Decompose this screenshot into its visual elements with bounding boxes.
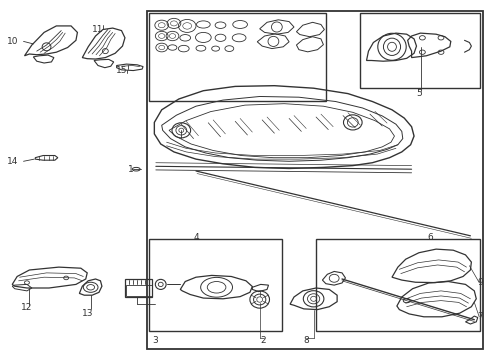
Bar xyxy=(147,11,483,349)
Text: 3: 3 xyxy=(152,336,158,345)
Text: 14: 14 xyxy=(6,157,18,166)
Bar xyxy=(149,13,326,101)
Text: 1: 1 xyxy=(128,165,134,174)
Text: 2: 2 xyxy=(261,336,267,345)
Text: 11: 11 xyxy=(92,25,104,34)
Bar xyxy=(149,239,282,331)
Text: 13: 13 xyxy=(81,309,93,318)
Text: 6: 6 xyxy=(427,233,433,242)
Text: 7: 7 xyxy=(477,312,483,321)
Bar xyxy=(126,285,152,296)
Text: 12: 12 xyxy=(21,303,33,312)
Text: 5: 5 xyxy=(416,89,422,98)
Bar xyxy=(360,13,480,88)
Text: 10: 10 xyxy=(6,37,18,46)
Text: 8: 8 xyxy=(303,336,309,345)
Text: 4: 4 xyxy=(193,233,199,242)
Bar xyxy=(316,239,480,331)
Text: 9: 9 xyxy=(477,278,483,287)
Bar xyxy=(125,279,152,297)
Text: 15: 15 xyxy=(116,66,127,75)
